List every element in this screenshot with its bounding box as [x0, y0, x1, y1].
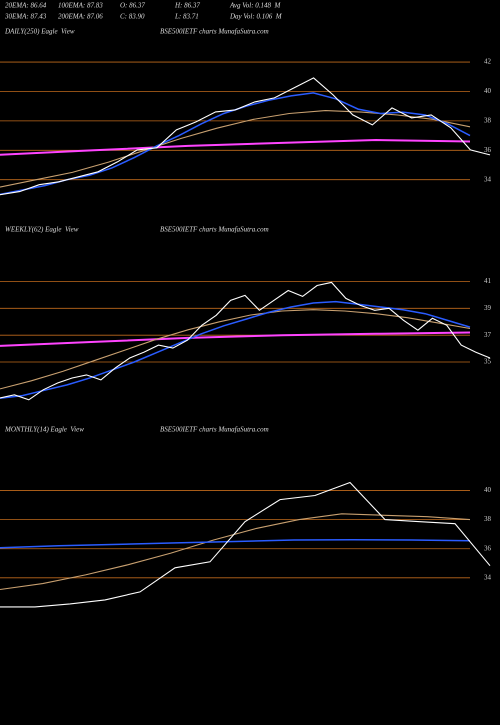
y-tick-label: 40: [484, 486, 492, 494]
price-line: [0, 309, 471, 390]
header-stat: 100EMA: 87.83: [58, 2, 103, 10]
price-line: [0, 281, 491, 401]
y-tick-label: 36: [484, 146, 492, 154]
price-line: [0, 110, 471, 188]
header-stat: 30EMA: 87.43: [4, 13, 47, 21]
panel-subtitle: BSE500IETF charts MunafaSutra.com: [160, 226, 269, 234]
header-stat: O: 86.37: [120, 2, 145, 10]
panel-title: DAILY(250) Eagle View: [4, 28, 75, 36]
header-stat: 200EMA: 87.06: [58, 13, 103, 21]
header-stat: Avg Vol: 0.148 M: [229, 2, 282, 10]
y-tick-label: 34: [484, 175, 492, 183]
y-tick-label: 36: [484, 544, 492, 552]
price-line: [0, 331, 471, 347]
panel-title: WEEKLY(62) Eagle View: [5, 226, 79, 234]
panel-title: MONTHLY(14) Eagle View: [4, 426, 84, 434]
price-line: [0, 77, 491, 196]
price-line: [0, 138, 471, 156]
y-tick-label: 42: [484, 58, 492, 66]
header-stat: 20EMA: 86.64: [5, 2, 47, 10]
y-tick-label: 38: [484, 515, 492, 523]
panel-subtitle: BSE500IETF charts MunafaSutra.com: [160, 28, 269, 36]
y-tick-label: 41: [484, 277, 492, 285]
price-line: [0, 538, 471, 549]
y-tick-label: 40: [484, 87, 492, 95]
y-tick-label: 39: [484, 304, 492, 312]
price-line: [0, 481, 491, 608]
y-tick-label: 35: [484, 358, 492, 366]
price-line: [0, 300, 471, 400]
header-stat: H: 86.37: [174, 2, 200, 10]
y-tick-label: 37: [484, 331, 492, 339]
y-tick-label: 38: [484, 116, 492, 124]
header-stat: Day Vol: 0.106 M: [229, 13, 283, 21]
header-stat: L: 83.71: [174, 13, 199, 21]
price-line: [0, 513, 471, 591]
header-stat: C: 83.90: [120, 13, 145, 21]
panel-subtitle: BSE500IETF charts MunafaSutra.com: [160, 426, 269, 434]
y-tick-label: 34: [484, 573, 492, 581]
